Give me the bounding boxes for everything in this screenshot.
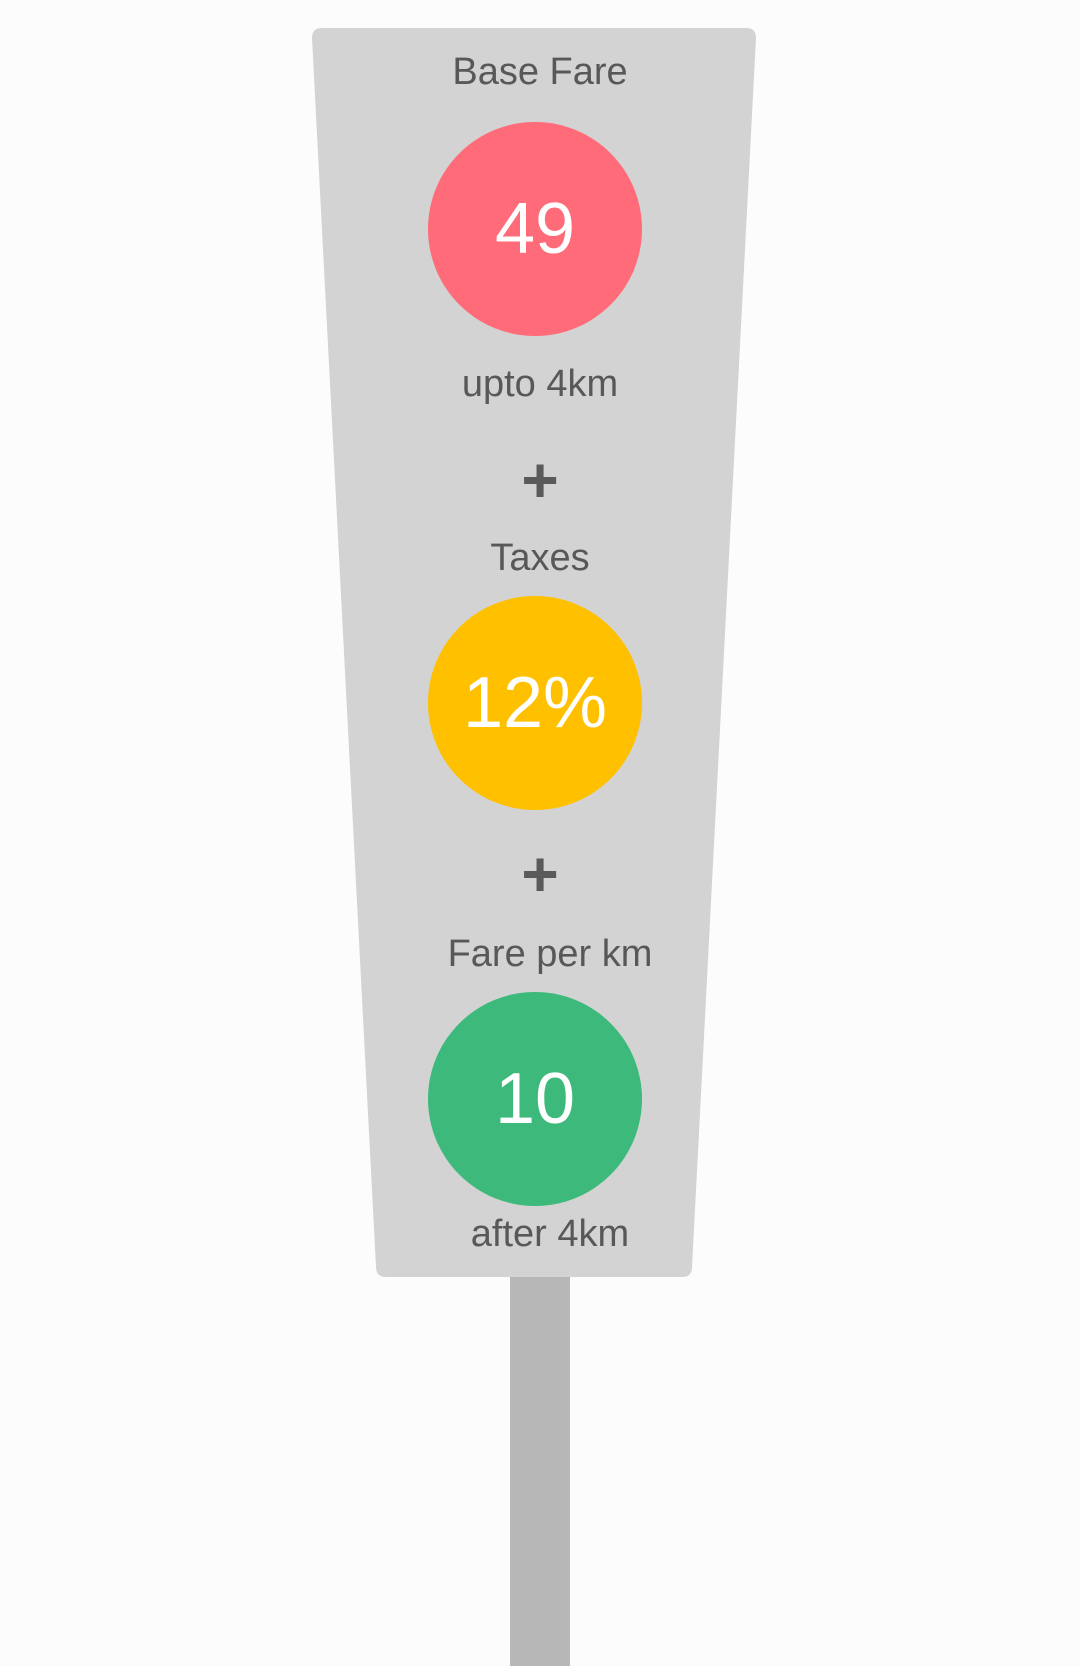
plus-icon: + xyxy=(521,444,559,516)
base-fare-title: Base Fare xyxy=(452,51,628,93)
sign-pole xyxy=(510,1276,570,1666)
base-fare-caption: upto 4km xyxy=(461,363,619,405)
fare-per-km-title: Fare per km xyxy=(447,933,653,975)
taxes-title: Taxes xyxy=(490,537,590,579)
fare-per-km-value: 10 xyxy=(428,992,642,1206)
fare-per-km-caption: after 4km xyxy=(470,1213,630,1255)
base-fare-value: 49 xyxy=(428,122,642,336)
taxes-value: 12% xyxy=(428,596,642,810)
plus-icon: + xyxy=(521,838,559,910)
